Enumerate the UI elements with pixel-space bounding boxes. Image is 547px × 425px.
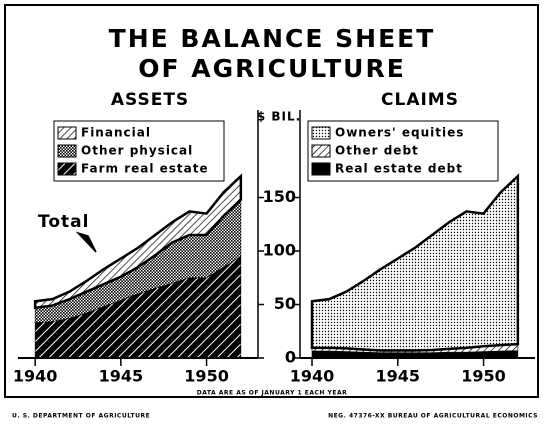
- legend-label: Financial: [81, 126, 151, 140]
- y-tick-label: 50: [274, 294, 296, 313]
- note: DATA ARE AS OF JANUARY 1 EACH YEAR: [197, 390, 348, 397]
- panel-title: CLAIMS: [381, 90, 459, 110]
- x-tick-label: 1940: [13, 367, 58, 386]
- legend-swatch: [57, 126, 77, 140]
- x-tick-label: 1945: [99, 367, 144, 386]
- y-tick-label: 0: [285, 348, 296, 367]
- legend-swatch: [311, 162, 331, 176]
- x-tick-label: 1940: [290, 367, 335, 386]
- footer: U. S. DEPARTMENT OF AGRICULTURE: [12, 413, 150, 420]
- footer: NEG. 47376-XX BUREAU OF AGRICULTURAL ECO…: [328, 413, 538, 420]
- x-tick-label: 1950: [461, 367, 506, 386]
- annotation: Total: [38, 212, 89, 232]
- legend-label: Other debt: [335, 144, 419, 158]
- panel-title: ASSETS: [111, 90, 189, 110]
- legend-swatch: [57, 162, 77, 176]
- legend-label: Other physical: [81, 144, 193, 158]
- legend-box: [307, 120, 499, 182]
- title-line: OF AGRICULTURE: [138, 54, 406, 83]
- x-tick-label: 1950: [184, 367, 229, 386]
- title-line: THE BALANCE SHEET: [109, 24, 436, 53]
- legend-swatch: [311, 126, 331, 140]
- legend-box: [53, 120, 225, 182]
- annotation-arrow: [75, 231, 97, 253]
- legend-label: Farm real estate: [81, 162, 209, 176]
- y-axis-label: $ BIL.: [257, 110, 301, 124]
- legend-label: Real estate debt: [335, 162, 463, 176]
- area: [33, 173, 243, 310]
- frame: [4, 4, 539, 398]
- x-tick-label: 1945: [376, 367, 421, 386]
- legend-label: Owners' equities: [335, 126, 464, 140]
- legend-swatch: [311, 144, 331, 158]
- y-tick-label: 150: [263, 187, 296, 206]
- y-tick-label: 100: [263, 241, 296, 260]
- area: [310, 173, 520, 352]
- legend-swatch: [57, 144, 77, 158]
